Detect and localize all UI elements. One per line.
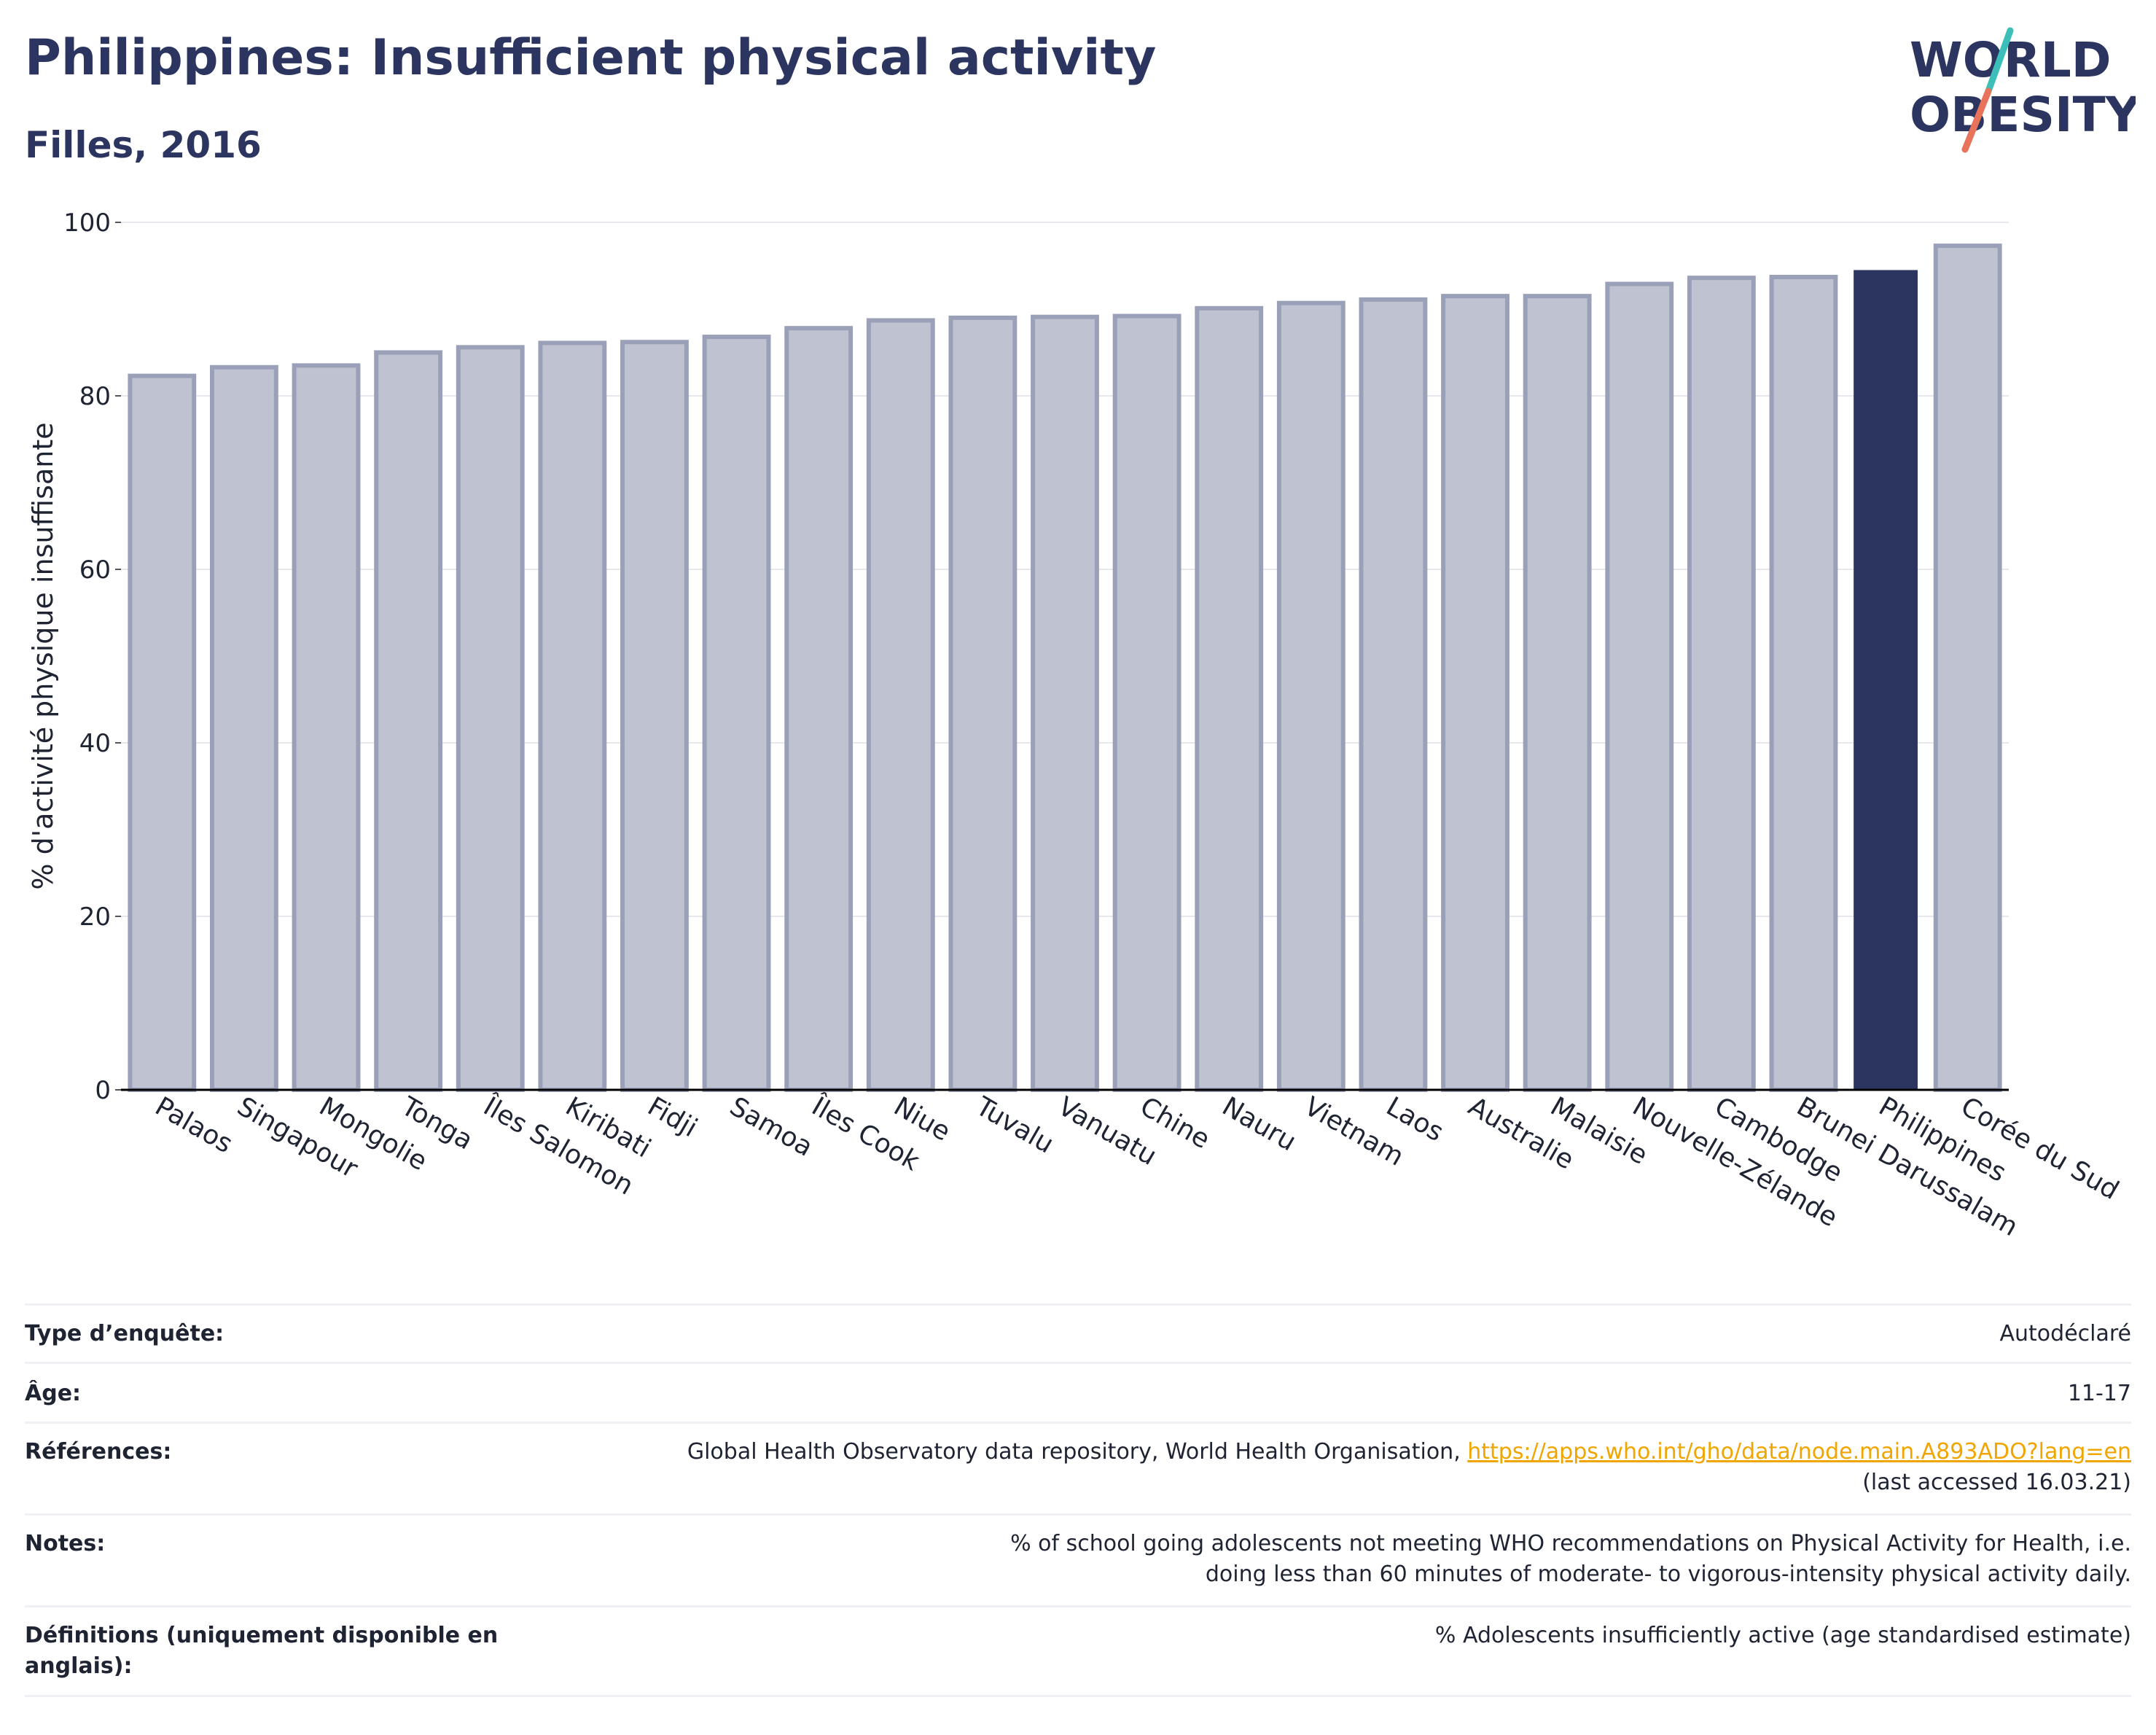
y-tick-label: 0 [95,1076,111,1105]
bar-cambodge [1687,276,1756,1092]
logo-line2: OBESITY [1910,87,2136,143]
notes-label: Notes: [25,1531,106,1556]
bar-niue [866,318,935,1093]
bar-tonga [374,350,443,1092]
bar-chart: 0 20 40 60 80 100 % d'activité physique insuff… [27,208,2124,1242]
bar-cor-e-du-sud [1933,243,2002,1092]
bar--les-cook [784,326,854,1092]
axes [115,222,2009,1091]
world-obesity-logo: WORLD OBESITY [1910,27,2136,153]
y-axis-title: % d'activité physique insuffisante [27,422,59,889]
bar-nouvelle-z-lande [1605,281,1674,1093]
bar-vanuatu [1031,314,1099,1093]
bar-mongolie [292,363,361,1093]
bar-brunei-darussalam [1769,274,1838,1093]
references-accessed: (last accessed 16.03.21) [1862,1470,2131,1495]
y-tick-label: 40 [79,729,111,758]
y-tick-label: 20 [79,902,111,932]
age-value: 11-17 [2067,1381,2131,1406]
bars [128,243,2002,1093]
logo-slash-top [1985,27,2014,95]
survey-type-value: Autodéclaré [1999,1321,2132,1346]
bar-australie [1441,294,1509,1092]
age-label: Âge: [25,1381,82,1406]
bar-singapour [209,364,278,1093]
y-tick-label: 100 [63,208,111,238]
bar-chine [1112,313,1181,1092]
bar--les-salomon [456,345,525,1093]
definitions-value: % Adolescents insufficiently active (age… [1434,1623,2131,1648]
bar-tuvalu [948,315,1018,1092]
bar-samoa [702,335,771,1093]
meta-row-definitions: Définitions (uniquement disponible en an… [25,1605,2131,1697]
logo-slash-bottom [1961,87,1992,153]
bar-nauru [1195,305,1264,1092]
page-subtitle: Filles, 2016 [25,124,262,166]
references-label: Références: [25,1439,172,1465]
bar-laos [1359,297,1428,1092]
bar-fidji [620,340,689,1093]
x-tick-label: Samoa [724,1091,818,1163]
bar-kiribati [538,340,607,1092]
bar-philippines [1854,270,1918,1091]
meta-row-survey: Type d’enquête: Autodéclaré [25,1303,2131,1362]
references-value: Global Health Observatory data repositor… [542,1437,2131,1498]
definitions-label: Définitions (uniquement disponible en an… [25,1623,499,1679]
metadata-table: Type d’enquête: Autodéclaré Âge: 11-17 R… [25,1303,2131,1697]
references-link[interactable]: https://apps.who.int/gho/data/node.main.… [1467,1439,2131,1465]
meta-row-notes: Notes: % of school going adolescents not… [25,1513,2131,1605]
bar-vietnam [1276,300,1345,1092]
logo-line1: WORLD [1910,32,2112,88]
x-tick-label: Nauru [1217,1091,1301,1157]
notes-value: % of school going adolescents not meetin… [1010,1531,2131,1587]
x-tick-label: Tuvalu [970,1091,1058,1160]
bar-palaos [128,373,197,1092]
survey-type-label: Type d’enquête: [25,1321,224,1346]
page-title: Philippines: Insufficient physical activ… [25,29,1157,87]
y-tick-label: 80 [79,382,111,411]
references-text: Global Health Observatory data repositor… [687,1439,1468,1465]
bar-malaisie [1523,294,1592,1092]
y-tick-label: 60 [79,555,111,585]
meta-row-references: Références: Global Health Observatory da… [25,1422,2131,1513]
x-tick-label: Palaos [150,1091,238,1159]
meta-row-age: Âge: 11-17 [25,1362,2131,1422]
